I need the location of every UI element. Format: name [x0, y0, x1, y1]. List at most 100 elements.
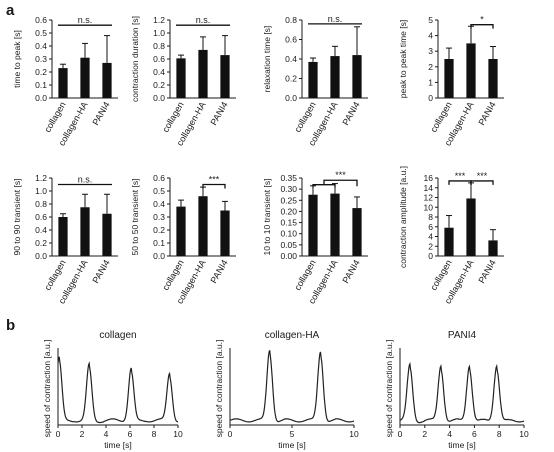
bar-chart-5: 0.0 0.2 0.4 0.6 0.8 1.0 1.2 90 to 90 transient …	[12, 173, 118, 305]
bar	[102, 213, 112, 256]
trace-title: collagen-HA	[265, 330, 320, 341]
bar	[444, 227, 454, 256]
y-tick-label: 16	[424, 173, 434, 183]
y-tick-label: 14	[424, 183, 434, 193]
y-tick-label: 0.6	[35, 212, 47, 222]
bar	[220, 55, 230, 98]
x-tick-label: 2	[422, 429, 427, 439]
y-axis-label: contraction duration [s]	[130, 16, 140, 102]
significance-label: *	[480, 15, 484, 25]
bar	[80, 57, 90, 98]
y-tick-label: 0.20	[280, 206, 297, 216]
y-tick-label: 0.0	[285, 93, 297, 103]
significance-label: n.s.	[328, 14, 343, 24]
y-tick-label: 0.30	[280, 184, 297, 194]
y-tick-label: 0.4	[285, 54, 297, 64]
bar	[308, 61, 318, 98]
bar	[220, 210, 230, 256]
trace-line	[229, 350, 355, 423]
y-tick-label: 0.35	[280, 173, 297, 183]
y-tick-label: 0.8	[285, 15, 297, 25]
trace-line	[57, 356, 179, 424]
y-tick-label: 0.6	[285, 35, 297, 45]
y-tick-label: 1.0	[35, 186, 47, 196]
y-tick-label: 0.8	[153, 41, 165, 51]
y-tick-label: 0.0	[35, 93, 47, 103]
bar	[176, 58, 186, 98]
x-tick-label: 0	[398, 429, 403, 439]
y-axis-label: 50 to 50 transient [s]	[130, 178, 140, 255]
y-tick-label: 0.15	[280, 218, 297, 228]
y-tick-label: 2	[428, 62, 433, 72]
x-tick-label: 8	[152, 429, 157, 439]
charts-group: 0.0 0.1 0.2 0.3 0.4 0.5 0.6 time to peak [s] col…	[12, 14, 529, 450]
significance-label: ***	[455, 171, 466, 181]
y-tick-label: 0.1	[35, 80, 47, 90]
y-tick-label: 0.1	[153, 238, 165, 248]
bar	[352, 55, 362, 98]
panel-label-b: b	[6, 317, 15, 334]
bar	[466, 43, 476, 98]
y-tick-label: 0.5	[153, 186, 165, 196]
y-tick-label: 0.6	[153, 54, 165, 64]
y-axis-label: 90 to 90 transient [s]	[12, 178, 22, 255]
bar	[488, 240, 498, 256]
x-axis-label: time [s]	[448, 440, 475, 450]
y-tick-label: 0.6	[153, 173, 165, 183]
y-tick-label: 0.5	[35, 28, 47, 38]
y-axis-label: contraction amplitude [a.u.]	[398, 166, 408, 268]
panel-label-a: a	[6, 2, 15, 19]
y-tick-label: 4	[428, 31, 433, 41]
trace-line	[399, 361, 525, 424]
significance-label: n.s.	[196, 15, 211, 25]
trace-chart-3: 0 2 4 6 8 10 time [s] speed of contraction [a.u…	[384, 330, 529, 450]
y-tick-label: 4	[428, 232, 433, 242]
y-axis-label: speed of contraction [a.u.]	[42, 340, 52, 438]
bar	[198, 49, 208, 98]
x-tick-label: 5	[290, 429, 295, 439]
category-label: PANI4	[90, 258, 111, 285]
y-axis-label: speed of contraction [a.u.]	[214, 340, 224, 438]
y-tick-label: 1	[428, 77, 433, 87]
y-tick-label: 0.0	[153, 93, 165, 103]
y-tick-label: 0	[428, 251, 433, 261]
y-tick-label: 1.0	[153, 28, 165, 38]
category-label: PANI4	[90, 100, 111, 127]
bar	[352, 208, 362, 256]
bar	[330, 56, 340, 98]
trace-chart-2: 0 5 10 time [s] speed of contraction [a.u.] c…	[214, 330, 359, 450]
y-tick-label: 0.3	[35, 54, 47, 64]
bar	[58, 217, 68, 256]
y-tick-label: 0.6	[35, 15, 47, 25]
y-tick-label: 8	[428, 212, 433, 222]
significance-label: n.s.	[78, 175, 93, 185]
y-tick-label: 0.05	[280, 240, 297, 250]
y-axis-label: relaxation time [s]	[262, 26, 272, 93]
significance-label: ***	[477, 171, 488, 181]
y-tick-label: 5	[428, 15, 433, 25]
y-axis-label: speed of contraction [a.u.]	[384, 340, 394, 438]
x-tick-label: 6	[472, 429, 477, 439]
significance-label: n.s.	[78, 15, 93, 25]
bar	[466, 198, 476, 256]
bar	[176, 206, 186, 256]
category-label: PANI4	[208, 100, 229, 127]
significance-label: ***	[209, 175, 220, 185]
y-tick-label: 2	[428, 241, 433, 251]
bar	[198, 196, 208, 256]
bar	[444, 59, 454, 98]
x-axis-label: time [s]	[104, 440, 131, 450]
y-tick-label: 0.8	[35, 199, 47, 209]
y-tick-label: 0.0	[153, 251, 165, 261]
y-tick-label: 0.2	[35, 238, 47, 248]
category-label: PANI4	[476, 100, 497, 127]
bar	[58, 68, 68, 98]
y-tick-label: 0.4	[35, 225, 47, 235]
y-tick-label: 12	[424, 193, 434, 203]
y-tick-label: 0.2	[285, 74, 297, 84]
x-tick-label: 10	[349, 429, 359, 439]
